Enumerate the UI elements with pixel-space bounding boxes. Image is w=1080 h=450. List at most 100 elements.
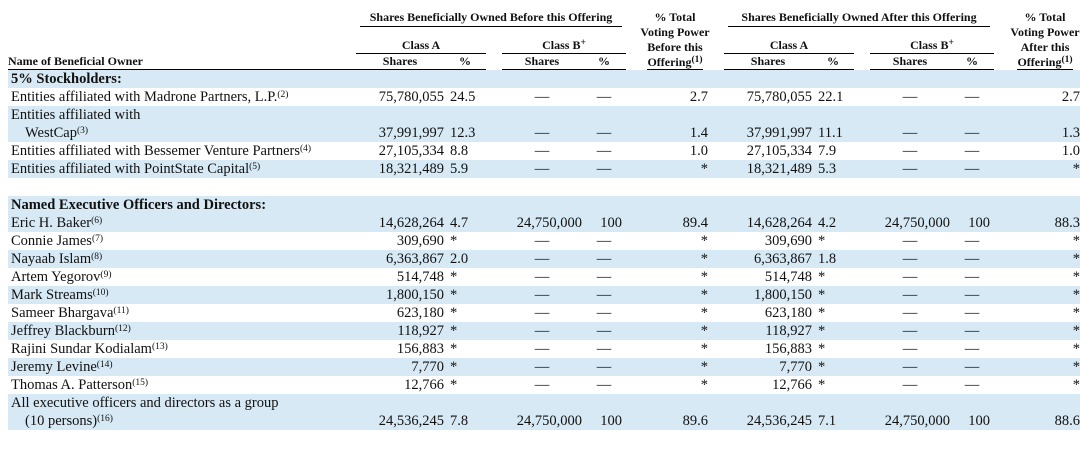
voting-power-after: * [1072,269,1080,285]
table-row: Connie James(7) 309,690 * — — * 309,690 * — — * [8,232,1080,250]
class-a-pct-after: * [818,233,826,249]
class-b-shares-after: — [870,106,950,142]
class-b-shares-after: — [902,377,918,393]
class-b-shares-before: — [534,269,550,285]
table-row: Rajini Sundar Kodialam(13) 156,883 * — — * 156… [8,340,1080,358]
class-a-shares-before: 1,800,150 [356,286,444,304]
owner-name-line-2: (10 persons)(16) [11,413,113,429]
class-b-shares-after: — [902,89,918,105]
class-b-shares-after: — [902,269,918,285]
class-b-pct-after: — [950,286,995,304]
class-b-shares-after: 24,750,000 [870,214,950,232]
class-a-pct-before: * [450,269,458,285]
footnote-ref: (15) [132,378,149,388]
shares-header: Shares [502,54,582,70]
column-spacer [854,340,870,358]
class-a-pct-after: 4.2 [812,214,854,232]
voting-power-after: * [1006,286,1080,304]
class-b-pct-after: — [964,233,980,249]
footnote-ref: (7) [91,234,104,244]
footnote-ref: (6) [91,216,103,226]
column-spacer [994,322,1007,340]
voting-power-before: * [700,233,708,249]
class-b-pct-before: — [582,160,626,178]
column-spacer [486,250,502,268]
voting-power-after: 1.3 [1006,106,1080,142]
owner-name-text: Thomas A. Patterson [11,377,133,393]
owner-name: Thomas A. Patterson(15) [8,376,356,394]
class-a-shares-after: 7,770 [724,358,812,376]
shares-header: Shares [870,54,950,70]
class-b-pct-before: 100 [582,214,626,232]
owner-name: Entities affiliated with Madrone Partner… [8,88,356,106]
column-spacer [854,160,870,178]
owner-name-text: Mark Streams [11,287,93,303]
class-a-shares-after: 156,883 [764,341,812,357]
class-b-pct-before: — [596,269,612,285]
voting-power-before: 1.0 [689,143,708,159]
voting-power-after: * [1072,305,1080,321]
column-spacer [712,88,724,106]
owner-name-text: (10 persons) [25,413,98,429]
class-b-shares-after: 24,750,000 [870,394,950,430]
column-spacer [712,304,724,322]
section-title: 5% Stockholders: [8,70,1080,88]
column-spacer [712,160,724,178]
column-spacer [854,250,870,268]
class-b-pct-before: — [596,377,612,393]
table-row: Jeffrey Blackburn(12) 118,927 * — — * 118,927 *… [8,322,1080,340]
class-b-shares-before: — [534,305,550,321]
class-a-shares-before: 309,690 [396,233,444,249]
class-b-pct-after: — [950,160,995,178]
class-b-pct-after: — [964,305,980,321]
owner-name: Artem Yegorov(9) [8,268,356,286]
class-a-pct-before: 7.8 [444,394,486,430]
table-row: Thomas A. Patterson(15) 12,766 * — — * 12,766 *… [8,376,1080,394]
class-a-shares-before: 7,770 [356,358,444,376]
class-b-pct-before: — [582,250,626,268]
class-a-shares-after: 12,766 [772,377,812,393]
footnote-ref: (4) [300,144,312,154]
column-spacer [626,322,638,340]
column-spacer [854,376,870,394]
class-b-after-header: Class B+ [870,38,995,54]
class-b-pct-after: 100 [950,214,995,232]
voting-power-before: 1.4 [638,106,712,142]
column-spacer [486,214,502,232]
owner-name-text: Connie James [11,233,92,249]
owner-name: Entities affiliated with WestCap(3) [8,106,356,142]
column-spacer [626,394,638,430]
class-a-pct-before: 8.8 [450,143,469,159]
column-spacer [854,304,870,322]
class-b-shares-after: — [870,250,950,268]
owner-name: Connie James(7) [8,232,356,250]
class-b-pct-after: — [950,106,995,142]
column-spacer [854,268,870,286]
class-b-pct-before: — [582,106,626,142]
owner-name-text: Jeremy Levine [11,359,97,375]
pct-header: % [950,54,995,70]
pct-header: % [444,54,486,70]
footnote-ref: (3) [77,126,89,136]
class-a-shares-after: 309,690 [764,233,812,249]
voting-power-before: * [638,250,712,268]
footnote-ref: (10) [92,288,109,298]
owner-name-line-1: Entities affiliated with [11,107,141,123]
column-spacer [626,358,638,376]
owner-name-line-2: WestCap(3) [11,125,88,141]
column-spacer [486,232,502,250]
column-spacer [994,376,1006,394]
class-a-shares-before: 118,927 [356,322,444,340]
column-spacer [486,160,502,178]
owner-name-text: Eric H. Baker [11,215,92,231]
column-spacer [626,88,638,106]
voting-power-before-header: % Total Voting Power Before this Offerin… [638,10,712,70]
voting-power-after: * [1072,341,1080,357]
column-spacer [626,214,638,232]
class-a-pct-before: * [444,286,486,304]
voting-power-before: * [700,305,708,321]
voting-power-after: * [1006,322,1080,340]
class-a-shares-after: 75,780,055 [746,89,812,105]
class-a-after-header: Class A [724,38,854,54]
